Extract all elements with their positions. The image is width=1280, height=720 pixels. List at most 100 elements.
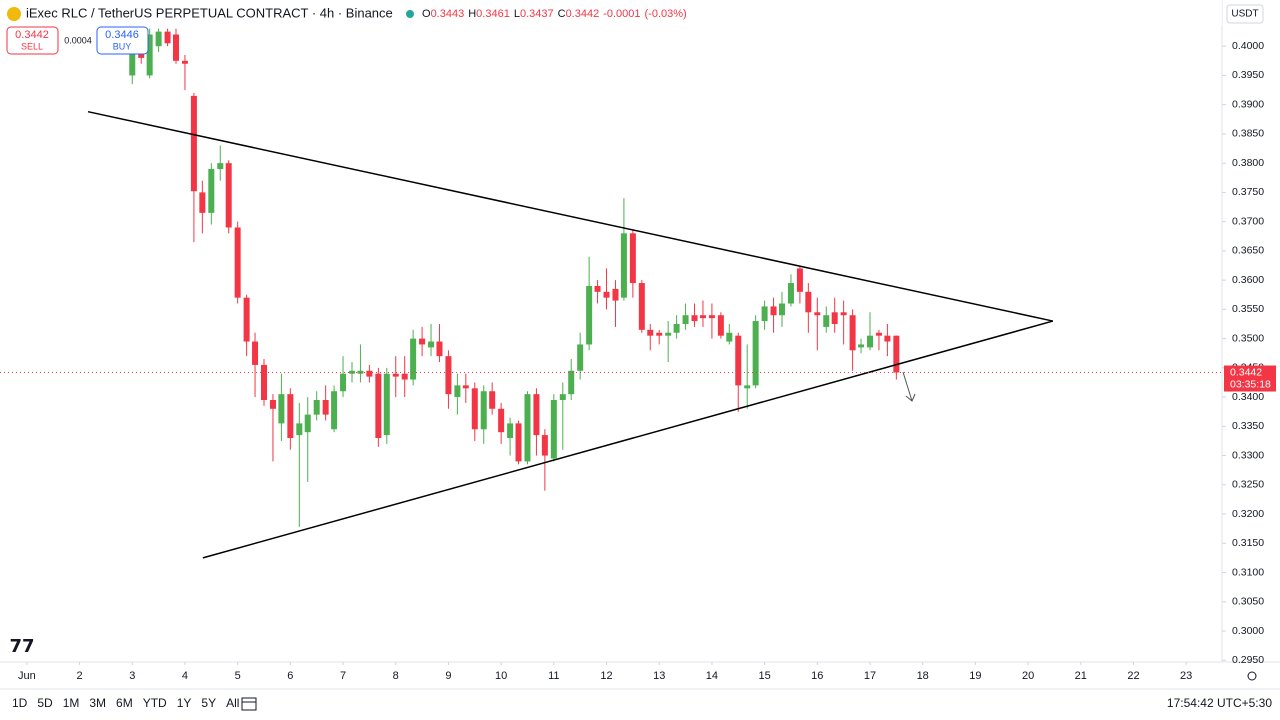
candle-body — [708, 315, 715, 319]
ohlc-value: 0.3443 — [431, 8, 465, 20]
candle-body — [489, 391, 496, 409]
settings-icon[interactable] — [1247, 671, 1257, 681]
sell-button[interactable] — [6, 26, 59, 55]
clock: 17:54:42 UTC+5:30 — [1167, 696, 1272, 710]
x-tick-label: Jun — [18, 670, 36, 682]
candle-body — [787, 283, 794, 304]
candle-body — [190, 95, 197, 192]
y-tick-label: 0.3700 — [1232, 215, 1264, 227]
candle-body — [375, 373, 382, 439]
range-button[interactable]: YTD — [143, 696, 167, 710]
range-button[interactable]: 3M — [89, 696, 106, 710]
candle-body — [498, 408, 505, 433]
candle-body — [366, 370, 373, 377]
buy-label[interactable]: BUY — [113, 41, 132, 51]
currency-button[interactable] — [1226, 4, 1264, 24]
range-button[interactable]: 1Y — [177, 696, 192, 710]
x-tick-label: 19 — [969, 670, 981, 682]
y-tick-label: 0.3300 — [1232, 449, 1264, 461]
candle-body — [278, 394, 285, 424]
x-tick-label: 15 — [758, 670, 770, 682]
currency[interactable]: USDT — [1231, 9, 1258, 20]
candle-body — [155, 31, 162, 47]
candle-body — [234, 227, 241, 298]
symbol-icon — [7, 7, 21, 21]
y-tick-label: 0.3500 — [1232, 332, 1264, 344]
candle-body — [269, 400, 276, 409]
candle-body — [805, 291, 812, 313]
candle-body — [331, 391, 338, 430]
ohlc-value: 0.3461 — [476, 8, 510, 20]
buy-button[interactable] — [96, 26, 149, 55]
x-tick-label: 5 — [235, 670, 241, 682]
candle-body — [304, 414, 311, 433]
range-button[interactable]: 6M — [116, 696, 133, 710]
y-tick-label: 0.3650 — [1232, 245, 1264, 257]
status-dot — [406, 10, 414, 18]
candle-body — [173, 34, 180, 61]
range-button[interactable]: 1D — [12, 696, 28, 710]
candle-body — [199, 192, 206, 213]
sell-label[interactable]: SELL — [21, 41, 43, 51]
x-tick-label: 9 — [445, 670, 451, 682]
trendline — [202, 320, 1054, 559]
candle-body — [146, 34, 153, 76]
spread: 0.0004 — [64, 35, 92, 45]
x-tick-label: 22 — [1127, 670, 1139, 682]
candle-body — [243, 297, 250, 342]
x-tick-label: 14 — [706, 670, 718, 682]
y-tick-label: 0.3750 — [1232, 186, 1264, 198]
candle-body — [524, 394, 531, 462]
candle-body — [893, 335, 900, 373]
candle-body — [129, 40, 136, 76]
range-button[interactable]: 5D — [37, 696, 53, 710]
x-tick-label: 10 — [495, 670, 507, 682]
range-button[interactable]: All — [226, 696, 239, 710]
calendar-icon[interactable] — [241, 697, 257, 711]
ohlc-value: 0.3442 — [566, 8, 600, 20]
y-tick-label: 0.3950 — [1232, 69, 1264, 81]
candle-body — [665, 332, 672, 336]
last-price-box — [1224, 365, 1276, 392]
candle-body — [629, 233, 636, 284]
candle-body — [296, 423, 303, 436]
candle-body — [726, 332, 733, 342]
buy-price[interactable]: 0.3446 — [105, 29, 139, 41]
candle-body — [533, 394, 540, 436]
x-tick-label: 18 — [917, 670, 929, 682]
candle-body — [462, 385, 469, 389]
countdown: 03:35:18 — [1230, 378, 1271, 390]
candle-body — [550, 400, 557, 459]
candle-body — [181, 60, 188, 64]
candle-body — [392, 373, 399, 377]
y-tick-label: 0.3850 — [1232, 128, 1264, 140]
candle-body — [401, 373, 408, 380]
change: -0.0001 — [603, 8, 640, 20]
candle-body — [866, 335, 873, 348]
x-tick-label: 7 — [340, 670, 346, 682]
candle-body — [559, 394, 566, 401]
candle-body — [691, 315, 698, 322]
range-button[interactable]: 5Y — [201, 696, 216, 710]
ohlc-readout: O 0.3443 H 0.3461 L 0.3437 C 0.3442 -0.0001 (-0.0… — [422, 8, 687, 20]
y-tick-label: 0.3200 — [1232, 508, 1264, 520]
symbol-title: iExec RLC / TetherUS PERPETUAL CONTRACT … — [26, 5, 393, 20]
range-button[interactable]: 1M — [63, 696, 80, 710]
candle-body — [568, 370, 575, 395]
candle-body — [744, 385, 751, 389]
y-tick-label: 0.3900 — [1232, 98, 1264, 110]
candle-body — [577, 344, 584, 371]
x-tick-label: 20 — [1022, 670, 1034, 682]
trendline — [87, 110, 1054, 322]
y-tick-label: 0.3100 — [1232, 566, 1264, 578]
candle-body — [638, 283, 645, 330]
candle-body — [208, 169, 215, 213]
candle-body — [761, 306, 768, 322]
sell-price[interactable]: 0.3442 — [15, 29, 49, 41]
candle-body — [620, 233, 627, 298]
ohlc-value: 0.3437 — [520, 8, 554, 20]
candle-body — [814, 312, 821, 316]
candle-body — [656, 332, 663, 336]
ohlc-label: H — [468, 8, 476, 20]
